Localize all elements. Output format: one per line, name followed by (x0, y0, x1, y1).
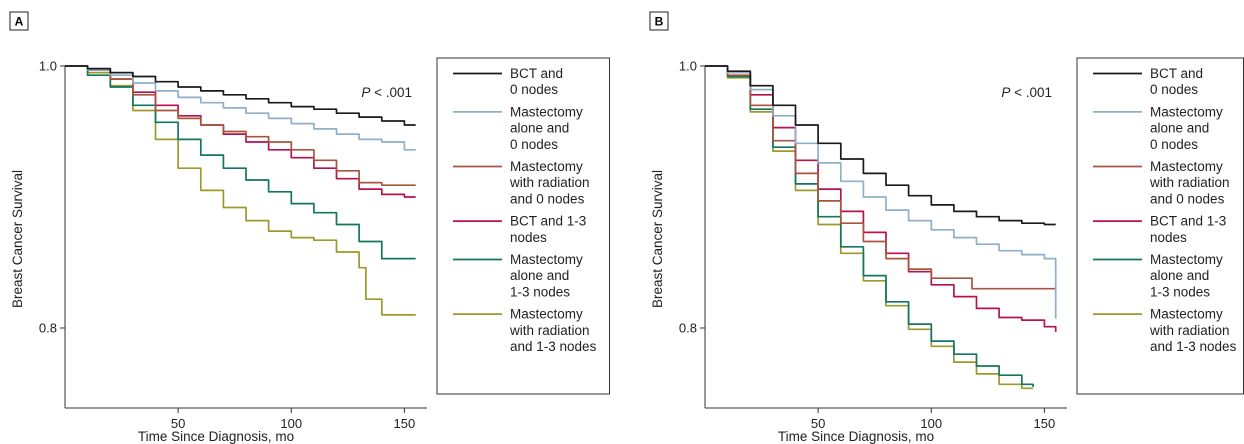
legend-label: alone and (510, 121, 569, 136)
legend-label: with radiation (509, 323, 590, 338)
x-tick-label: 150 (1034, 416, 1056, 431)
x-tick-label: 50 (171, 416, 185, 431)
series-line (65, 65, 416, 126)
legend-box (436, 57, 610, 395)
legend-label: 0 nodes (1150, 137, 1198, 152)
series-line (705, 65, 1034, 387)
x-tick-label: 50 (811, 416, 825, 431)
curves (705, 65, 1057, 390)
y-tick-label: 1.0 (39, 59, 57, 74)
x-axis-title: Time Since Diagnosis, mo (778, 429, 934, 444)
panel-label: B (655, 15, 664, 29)
y-tick-label: 1.0 (679, 59, 697, 74)
legend-label: Mastectomy (510, 159, 583, 174)
legend-label: with radiation (1149, 175, 1230, 190)
legend-label: nodes (1150, 230, 1187, 245)
legend-label: BCT and (1150, 66, 1203, 81)
series-line (705, 65, 1056, 226)
legend-label: BCT and (510, 66, 563, 81)
legend-label: 0 nodes (510, 82, 558, 97)
y-tick-label: 0.8 (679, 321, 697, 336)
legend-label: Mastectomy (1150, 252, 1223, 267)
y-axis-title: Breast Cancer Survival (10, 170, 25, 308)
x-tick-label: 100 (920, 416, 942, 431)
legend-label: Mastectomy (510, 252, 583, 267)
curves (65, 65, 416, 316)
legend-label: Mastectomy (1150, 159, 1223, 174)
x-tick-label: 100 (280, 416, 302, 431)
legend-label: 1-3 nodes (1150, 284, 1210, 299)
x-tick-label: 150 (394, 416, 416, 431)
panel-label-box (649, 11, 669, 31)
panel-b: B 50 100 150 0.8 1.0 Time Since Diagnosis, mo B… (649, 11, 1244, 444)
legend-label: and 1-3 nodes (1150, 339, 1237, 354)
legend-label: nodes (510, 230, 547, 245)
legend-label: and 1-3 nodes (510, 339, 597, 354)
legend-label: BCT and 1-3 (1150, 214, 1226, 229)
legend-label: 0 nodes (1150, 82, 1198, 97)
legend-label: Mastectomy (510, 307, 583, 322)
p-value-annotation: P < .001 (1001, 85, 1052, 100)
panel-label: A (15, 15, 24, 29)
legend-label: 0 nodes (510, 137, 558, 152)
legend-label: and 0 nodes (1150, 191, 1225, 206)
series-line (65, 65, 416, 187)
panel-label-box (9, 11, 29, 31)
legend-label: Mastectomy (1150, 307, 1223, 322)
series-line (705, 65, 1034, 390)
p-value-annotation: P < .001 (361, 85, 412, 100)
x-axis-title: Time Since Diagnosis, mo (138, 429, 294, 444)
series-line (705, 65, 1056, 290)
legend-label: alone and (1150, 268, 1209, 283)
legend-label: with radiation (509, 175, 590, 190)
panel-a: A 50 100 150 0.8 1.0 Time Since Diagnosis, mo B… (9, 11, 610, 444)
legend-label: alone and (510, 268, 569, 283)
legend-label: with radiation (1149, 323, 1230, 338)
y-axis-title: Breast Cancer Survival (650, 170, 665, 308)
legend-label: Mastectomy (1150, 104, 1223, 119)
series-line (65, 65, 416, 316)
y-tick-label: 0.8 (39, 321, 57, 336)
legend-label: and 0 nodes (510, 191, 585, 206)
legend-label: alone and (1150, 121, 1209, 136)
legend-box (1076, 57, 1244, 395)
legend-label: BCT and 1-3 (510, 214, 586, 229)
legend-label: Mastectomy (510, 104, 583, 119)
legend-label: 1-3 nodes (510, 284, 570, 299)
